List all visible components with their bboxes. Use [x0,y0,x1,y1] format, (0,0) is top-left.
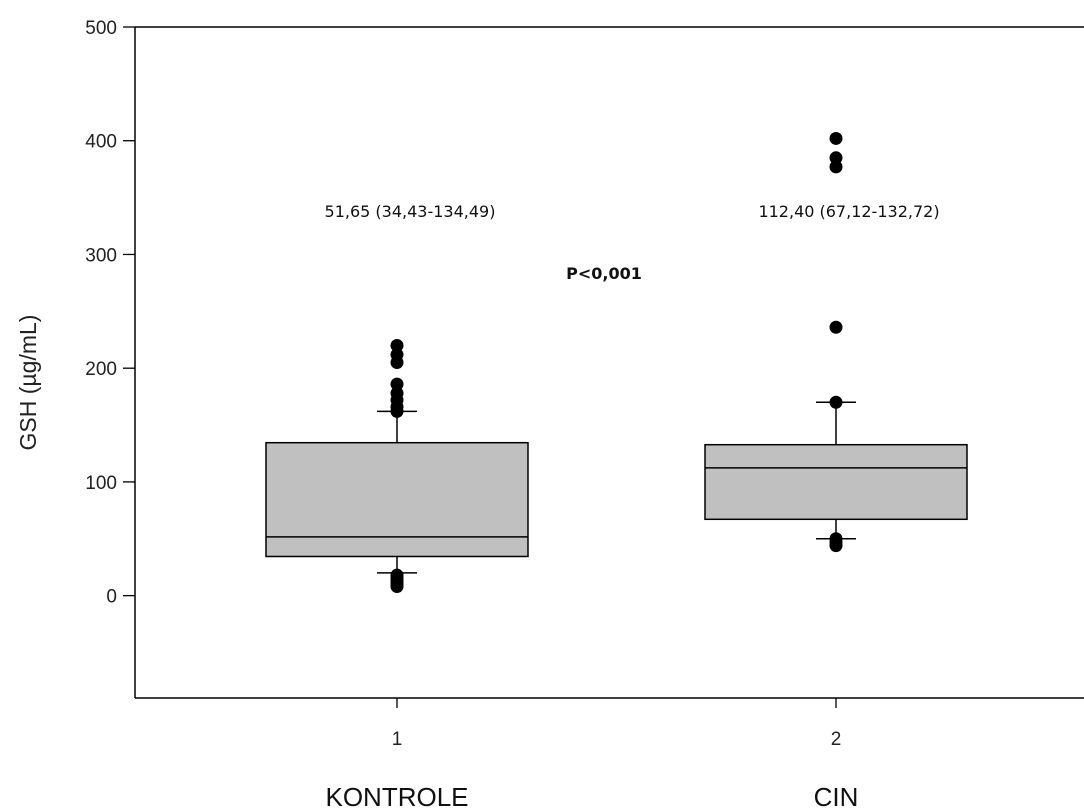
y-tick-label: 100 [85,473,117,494]
boxes-layer [265,131,968,594]
p-value-label: P<0,001 [566,264,642,283]
annotations-layer: 51,65 (34,43-134,49) 112,40 (67,12-132,72… [325,202,940,221]
outlier-point [829,320,843,334]
box-iqr [265,441,529,558]
box-1 [265,338,529,594]
median-iqr-annotation: 51,65 (34,43-134,49) [325,202,496,221]
y-tick-label: 500 [85,18,117,39]
outlier-point [829,131,843,145]
y-tick-label: 0 [106,587,117,608]
y-tick-label: 400 [85,132,117,153]
y-axis-label: GSH (µg/mL) [15,315,41,451]
median-iqr-annotation: 112,40 (67,12-132,72) [758,202,939,221]
y-tick-label: 200 [85,359,117,380]
outlier-point [390,338,404,352]
y-axis: 0 100 200 300 400 500 [85,18,135,608]
x-category-label: KONTROLE [325,782,468,809]
outlier-point [829,151,843,165]
plot-frame [134,26,1084,699]
outlier-point [390,386,404,400]
y-tick-label: 300 [85,245,117,266]
outlier-point [829,532,843,546]
x-tick-label: 2 [831,729,842,750]
box-iqr [704,443,968,521]
outlier-point [390,377,404,391]
x-axis: 1 KONTROLE 2 CIN [325,698,858,809]
outlier-point [829,395,843,409]
outlier-point [390,348,404,362]
box-2 [704,131,968,553]
x-category-label: CIN [814,782,859,809]
outlier-point [829,160,843,174]
outlier-point [390,568,404,582]
x-tick-label: 1 [392,729,403,750]
